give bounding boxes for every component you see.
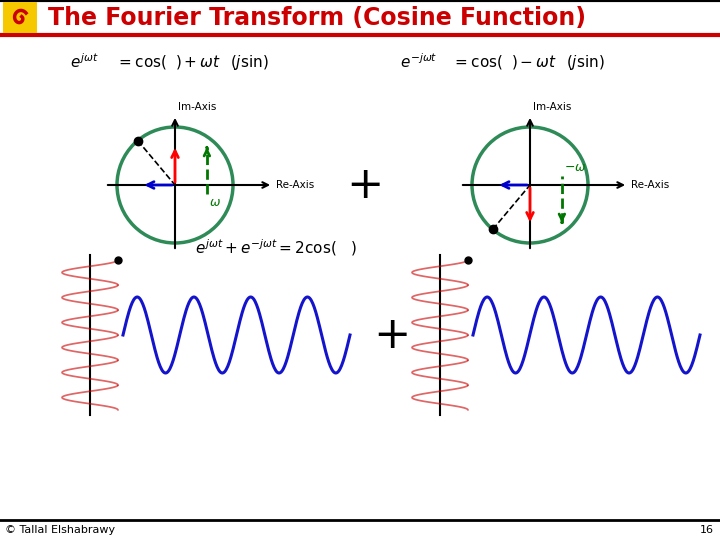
Text: $+$: $+$ (346, 164, 380, 206)
Text: $= \cos($: $= \cos($ (116, 53, 167, 71)
Text: $e^{-j\omega t}$: $e^{-j\omega t}$ (400, 52, 438, 71)
Text: Re-Axis: Re-Axis (631, 180, 670, 190)
Text: $) - \omega t$: $) - \omega t$ (511, 53, 557, 71)
Text: $e^{j\omega t}+e^{-j\omega t}=2\cos(\quad)$: $e^{j\omega t}+e^{-j\omega t}=2\cos(\qua… (195, 238, 357, 258)
Text: Im-Axis: Im-Axis (178, 102, 217, 112)
Text: Im-Axis: Im-Axis (533, 102, 572, 112)
Text: $= \cos($: $= \cos($ (452, 53, 503, 71)
Text: $\omega$: $\omega$ (209, 195, 221, 208)
FancyBboxPatch shape (3, 2, 37, 33)
Text: The Fourier Transform (Cosine Function): The Fourier Transform (Cosine Function) (48, 6, 586, 30)
Text: $) + \omega t$: $) + \omega t$ (175, 53, 221, 71)
Text: $-\omega$: $-\omega$ (564, 161, 586, 174)
Text: $(j\mathrm{sin})$: $(j\mathrm{sin})$ (566, 52, 605, 71)
Text: $(j\mathrm{sin})$: $(j\mathrm{sin})$ (230, 52, 269, 71)
Text: © Tallal Elshabrawy: © Tallal Elshabrawy (5, 525, 115, 535)
Text: $e^{j\omega t}$: $e^{j\omega t}$ (70, 52, 99, 71)
Text: Re-Axis: Re-Axis (276, 180, 314, 190)
Text: 16: 16 (700, 525, 714, 535)
Text: $+$: $+$ (373, 314, 408, 356)
FancyBboxPatch shape (0, 0, 720, 35)
